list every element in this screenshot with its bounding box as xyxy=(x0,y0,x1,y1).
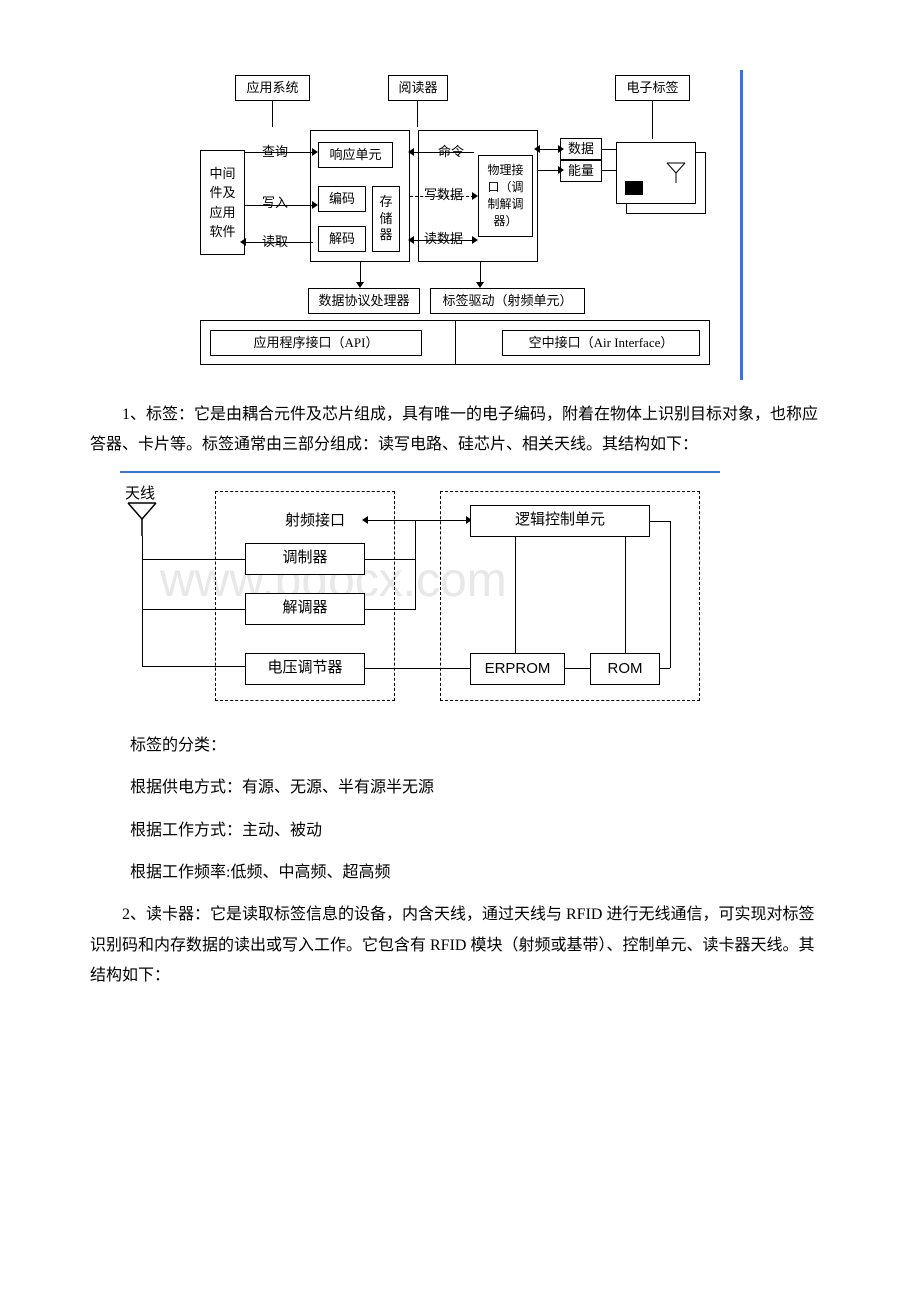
rom: ROM xyxy=(590,653,660,685)
para-class: 标签的分类： xyxy=(130,731,830,761)
middleware-block: 中间 件及 应用 软件 xyxy=(200,150,245,255)
header-tag: 电子标签 xyxy=(615,75,690,101)
tag-drive: 标签驱动（射频单元） xyxy=(430,288,585,314)
header-app-system: 应用系统 xyxy=(235,75,310,101)
para-reader: 2、读卡器：它是读取标签信息的设备，内含天线，通过天线与 RFID 进行无线通信… xyxy=(90,900,830,991)
system-diagram: 应用系统 阅读器 电子标签 中间 件及 应用 软件 查询 写入 读取 响应单元 … xyxy=(60,70,860,380)
rf-interface: 射频接口 xyxy=(285,508,345,535)
antenna-label: 天线 xyxy=(125,481,155,508)
data-label: 数据 xyxy=(560,138,602,160)
para-freq: 根据工作频率:低频、中高频、超高频 xyxy=(130,858,830,888)
erprom: ERPROM xyxy=(470,653,565,685)
header-reader: 阅读器 xyxy=(388,75,448,101)
para-power: 根据供电方式：有源、无源、半有源半无源 xyxy=(130,773,830,803)
demodulator: 解调器 xyxy=(245,593,365,625)
voltage-regulator: 电压调节器 xyxy=(245,653,365,685)
para-workmode: 根据工作方式：主动、被动 xyxy=(130,816,830,846)
data-protocol: 数据协议处理器 xyxy=(308,288,420,314)
energy-label: 能量 xyxy=(560,160,602,182)
label-write: 写入 xyxy=(262,191,288,214)
antenna-icon xyxy=(663,161,689,183)
tag-card-front xyxy=(616,142,696,204)
para-tag: 1、标签：它是由耦合元件及芯片组成，具有唯一的电子编码，附着在物体上识别目标对象… xyxy=(90,400,830,461)
tag-structure-diagram: www.bdocx.com 天线 射频接口 调制器 解调器 电压调节器 逻辑控制… xyxy=(120,471,720,711)
logic-unit: 逻辑控制单元 xyxy=(470,505,650,537)
modulator: 调制器 xyxy=(245,543,365,575)
